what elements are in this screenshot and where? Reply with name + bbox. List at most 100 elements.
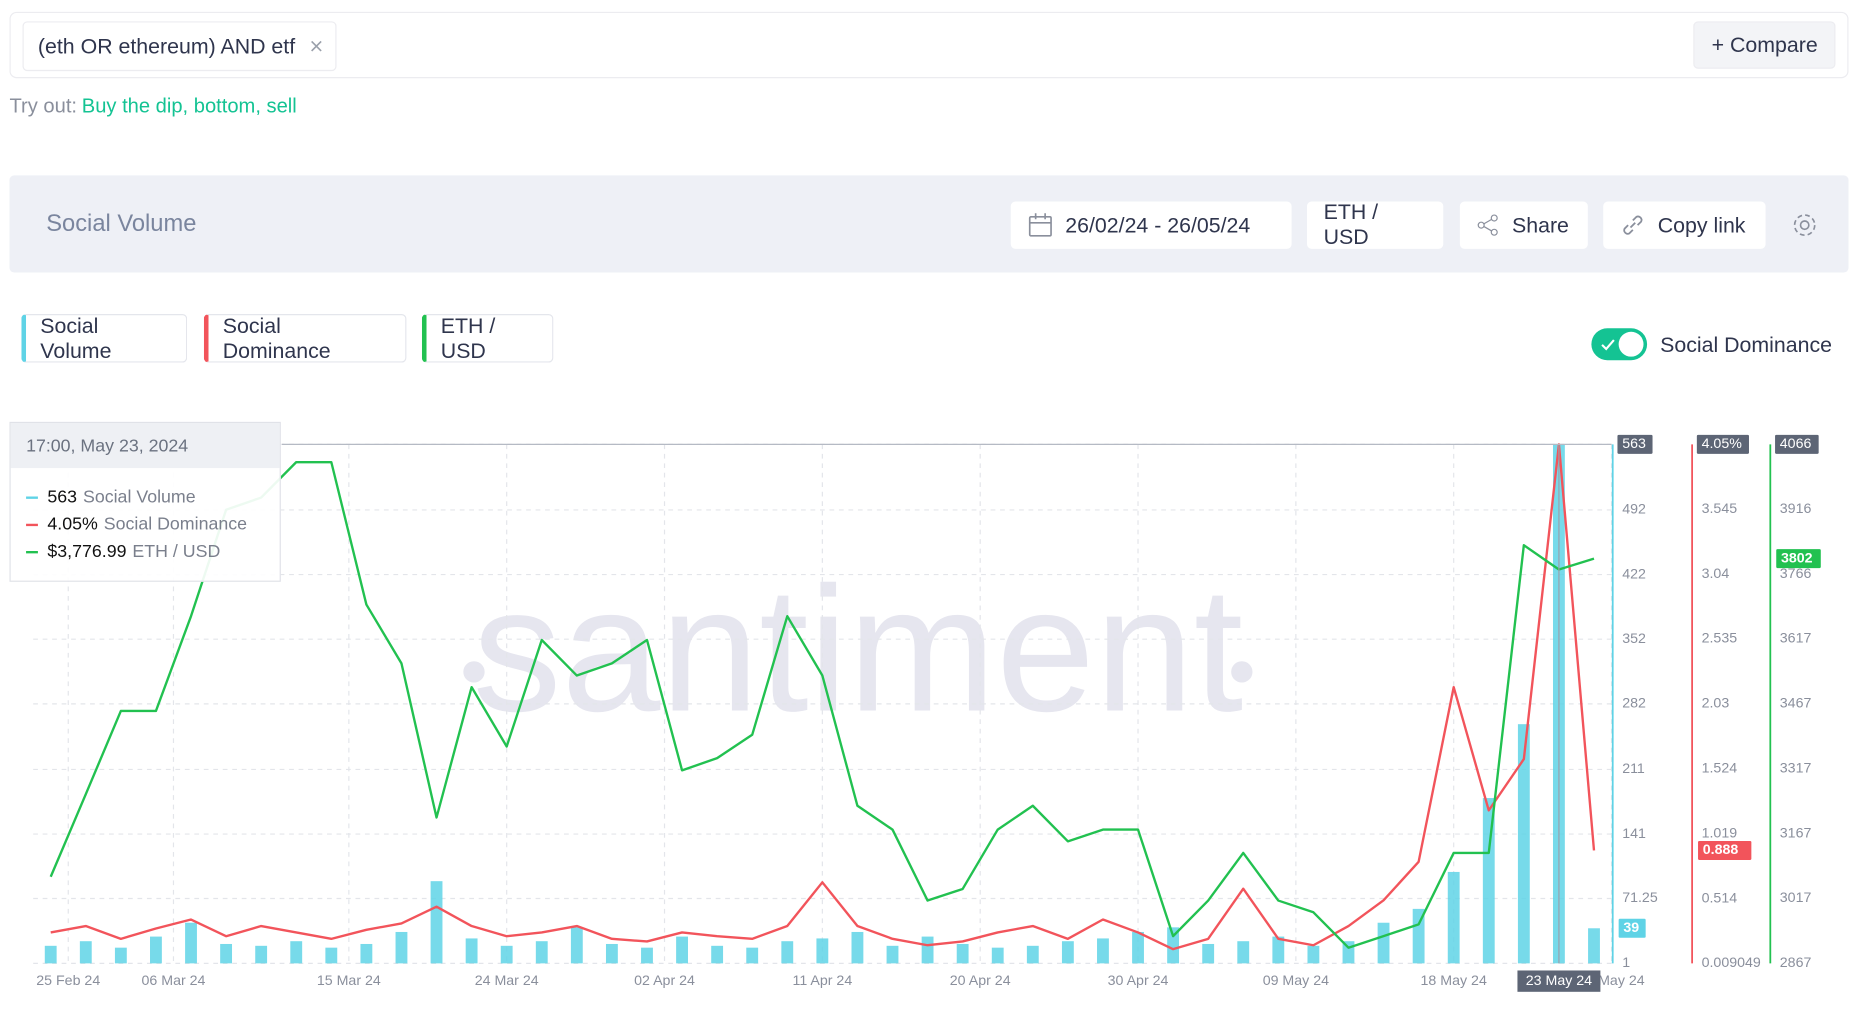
y-tick-label: 141 [1622,826,1646,842]
x-tick-label: 09 May 24 [1263,973,1329,989]
bar [1517,724,1530,964]
current-value: 0.888 [1703,842,1739,858]
copy-link-label: Copy link [1657,212,1746,237]
x-tick-label: 18 May 24 [1421,973,1487,989]
metric-label: ETH / USD [440,313,496,363]
bar [711,945,724,964]
query-text: (eth OR ethereum) AND etf [37,33,296,58]
bar [1307,945,1320,964]
query-chip[interactable]: (eth OR ethereum) AND etf [22,21,337,72]
y-tick-label: 3617 [1780,630,1812,646]
remove-icon[interactable] [309,39,323,53]
y-tick-label: 563 [1622,436,1646,452]
bar [605,943,618,964]
metric-chip[interactable]: ETH / USD [421,313,554,363]
current-value-badge [1698,840,1752,860]
share-button[interactable]: Share [1459,201,1588,249]
swatch [26,523,38,526]
bar [500,945,513,964]
bar [1132,931,1144,964]
y-tick-label: 3167 [1780,825,1812,841]
panel-title: Social Volume [46,210,197,237]
current-value-badge [1776,549,1821,569]
x-tick-label: 24 Mar 24 [475,973,539,989]
y-tick-label: 282 [1622,696,1646,712]
toolbar: Social Volume 26/02/24 - 26/05/24 ETH / … [9,175,1849,273]
bar [1447,871,1460,964]
y-tick-label: 352 [1622,631,1646,647]
current-value: 3802 [1781,550,1813,566]
copy-link-button[interactable]: Copy link [1603,201,1766,249]
bar [220,943,233,964]
metric-chip[interactable]: Social Volume [21,313,188,363]
date-range-button[interactable]: 26/02/24 - 26/05/24 [1010,201,1292,249]
share-icon [1477,214,1498,236]
bar [79,941,92,964]
x-tick-label: 30 Apr 24 [1108,973,1169,989]
asset-label: ETH / USD [1323,200,1379,249]
y-tick-label: 3017 [1780,890,1812,906]
asset-button[interactable]: ETH / USD [1306,200,1444,249]
watermark: santiment [473,550,1244,749]
watermark-dot [463,661,485,683]
y-tick-label: 4.05% [1702,436,1743,452]
share-label: Share [1511,212,1569,237]
bar [465,938,478,964]
y-tick-label: 422 [1622,566,1646,582]
bar [781,941,794,964]
bar [851,931,864,964]
try-out: Try out: Buy the dip, bottom, sell [9,95,296,119]
bar [676,936,688,964]
bar [1237,941,1250,964]
search-box[interactable]: (eth OR ethereum) AND etf + Compare [9,11,1849,79]
bar [746,947,759,964]
bar [44,945,57,964]
metric-chip[interactable]: Social Dominance [203,313,407,363]
x-tick-label: 02 Apr 24 [634,973,695,989]
swatch [26,550,38,553]
date-range: 26/02/24 - 26/05/24 [1065,212,1251,237]
x-tick-label: 15 Mar 24 [317,973,381,989]
x-tick-label: 11 Apr 24 [792,973,852,989]
check-icon [1601,339,1615,351]
tooltip-series: ETH / USD [132,541,221,562]
y-tick-label: 2867 [1780,955,1812,971]
bar [290,941,303,964]
x-highlight-label: 23 May 24 [1526,973,1592,989]
y-tick-label: 71.25 [1622,890,1658,906]
tooltip-value: $3,776.99 [47,541,127,562]
bar [921,936,934,964]
bar [570,927,583,964]
bar [816,938,829,964]
bar [114,947,127,964]
compare-button[interactable]: + Compare [1693,21,1836,69]
tooltip-value: 4.05% [47,514,98,535]
bar [150,936,162,964]
x-tick-label: 20 Apr 24 [950,973,1011,989]
tooltip-row: 563 Social Volume [26,487,196,507]
current-value: 39 [1623,920,1639,936]
bar [430,881,443,964]
compare-label: + Compare [1711,32,1818,57]
x-tick-label: 06 Mar 24 [142,973,206,989]
y-tick-label: 3766 [1780,566,1812,582]
settings-icon[interactable] [1790,211,1818,239]
bar [1026,945,1039,964]
tooltip-series: Social Dominance [103,514,248,535]
bar [255,945,268,964]
bar [185,922,197,964]
y-tick-label: 0.514 [1702,890,1738,906]
current-value-badge [1618,918,1646,938]
suggestions[interactable]: Buy the dip, bottom, sell [81,94,297,118]
bar [1061,941,1074,964]
bar [1202,943,1215,964]
bar [1377,922,1390,964]
series-line [50,443,1596,951]
bar [1412,908,1425,964]
y-tick-label: 3.04 [1702,566,1730,582]
y-tick-label: 4066 [1780,436,1812,452]
toggle-switch[interactable] [1591,328,1648,361]
toggle-label: Social Dominance [1660,332,1833,357]
